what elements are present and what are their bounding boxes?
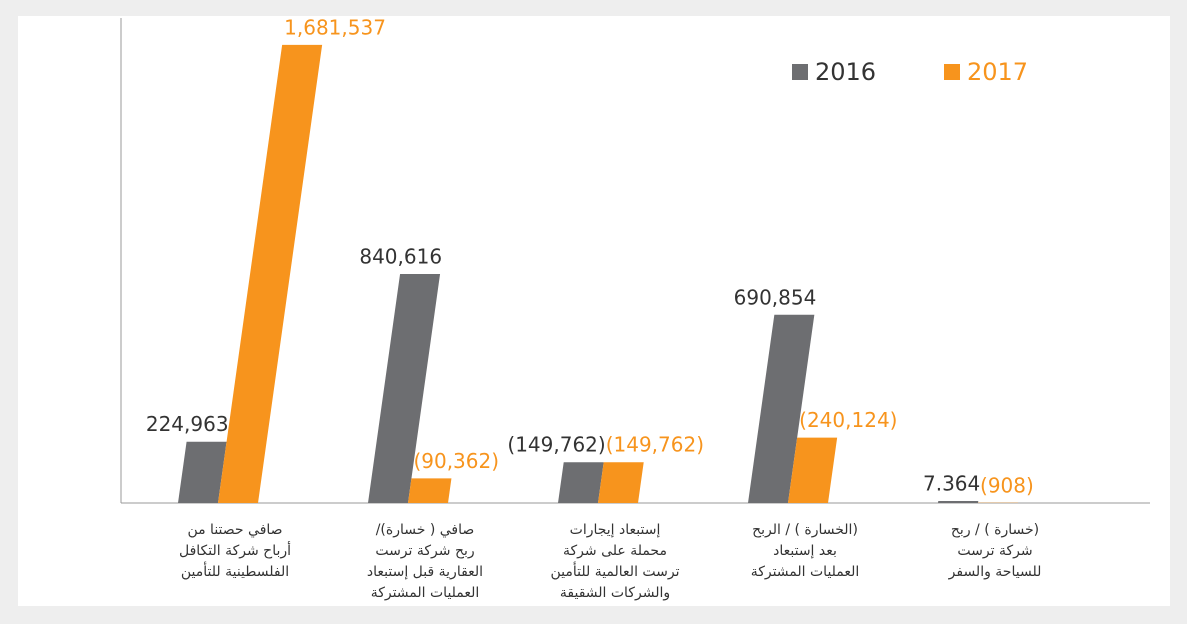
value-label: 1,681,537 (284, 15, 386, 39)
x-tick-label: ترست العالمية للتأمين (550, 561, 679, 580)
value-label: (240,124) (799, 408, 897, 432)
legend-label: 2016 (815, 58, 876, 86)
legend-swatch (944, 64, 960, 80)
x-tick-label: ربح شركة ترست (375, 543, 474, 559)
x-tick-label: أرباح شركة التكافل (179, 541, 291, 559)
bar (748, 314, 815, 503)
value-label: 224,963 (146, 412, 229, 436)
bar (938, 500, 979, 503)
x-tick-label: للسياحة والسفر (948, 564, 1042, 580)
bar (598, 462, 644, 503)
value-label: 840,616 (359, 244, 442, 268)
x-tick-label: صافي حصتنا من (187, 522, 282, 538)
value-label: (149,762) (507, 433, 605, 457)
legend-label: 2017 (967, 58, 1028, 86)
panel (18, 16, 1170, 606)
x-tick-label: الفلسطينية للتأمين (181, 561, 289, 580)
bar (368, 273, 441, 503)
x-tick-label: محملة على شركة (563, 543, 667, 559)
x-tick-label: (الخسارة ) / الربح (752, 522, 858, 538)
value-label: 690,854 (734, 285, 817, 309)
x-tick-label: (خسارة ) / ربح (951, 522, 1039, 538)
x-tick-label: العمليات المشتركة (751, 564, 860, 580)
value-label: (149,762) (606, 433, 704, 457)
bar (558, 462, 604, 503)
bar (408, 478, 452, 503)
value-label: (90,362) (413, 449, 499, 473)
x-tick-label: والشركات الشقيقة (560, 585, 670, 601)
x-tick-label: العقارية قبل إستبعاد (367, 564, 483, 580)
legend-swatch (792, 64, 808, 80)
bar (178, 441, 227, 503)
value-label: 7.364 (923, 471, 980, 495)
x-tick-label: إستبعاد إيجارات (570, 522, 661, 538)
x-tick-label: العمليات المشتركة (371, 585, 480, 601)
x-tick-label: بعد إستبعاد (773, 543, 837, 559)
bar (788, 437, 838, 503)
x-tick-label: شركة ترست (957, 543, 1032, 559)
value-label: (908) (980, 473, 1034, 497)
bar (218, 44, 323, 504)
x-tick-label: صافي ( خسارة)/ (376, 522, 475, 538)
